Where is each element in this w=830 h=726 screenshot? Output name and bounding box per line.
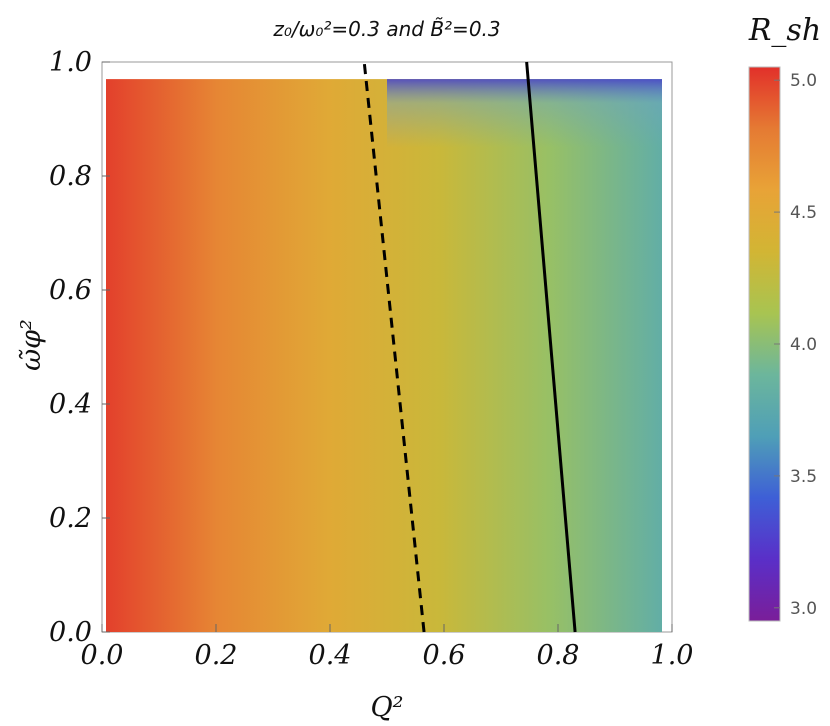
colorbar-ticks: 3.0 3.5 4.0 4.5 5.0 [774, 71, 817, 619]
colorbar-title: R_sh [748, 13, 821, 48]
colorbar-tick-label: 3.0 [790, 599, 817, 619]
y-axis-title: ω̃φ² [16, 319, 47, 371]
x-tick-label: 1.0 [651, 640, 694, 671]
y-axis-ticks: 0.0 0.2 0.4 0.6 0.8 1.0 [49, 47, 110, 648]
y-tick-label: 0.4 [49, 389, 92, 420]
heatmap-field [106, 79, 662, 632]
colorbar-tick-label: 4.0 [790, 335, 817, 355]
contour-line-solid [525, 61, 577, 633]
x-tick-label: 0.0 [81, 640, 124, 671]
y-tick-label: 0.6 [49, 275, 92, 306]
x-tick-label: 0.2 [195, 640, 238, 671]
colorbar-tick-label: 3.5 [790, 467, 817, 487]
contour-line-dashed [362, 61, 426, 633]
y-tick-label: 0.2 [49, 503, 92, 534]
y-tick-label: 0.0 [49, 617, 92, 648]
x-axis-ticks: 0.0 0.2 0.4 0.6 0.8 1.0 [81, 624, 694, 671]
x-tick-label: 0.6 [423, 640, 466, 671]
x-tick-label: 0.8 [537, 640, 580, 671]
x-axis-title: Q² [371, 692, 404, 723]
colorbar-tick-label: 5.0 [790, 71, 817, 91]
colorbar-tick-label: 4.5 [790, 203, 817, 223]
x-tick-label: 0.4 [309, 640, 352, 671]
heatmap-top-band [387, 79, 662, 148]
chart-title: z₀/ω₀²=0.3 and B̃²=0.3 [272, 17, 500, 41]
y-tick-label: 0.8 [49, 161, 92, 192]
y-tick-label: 1.0 [49, 47, 92, 78]
